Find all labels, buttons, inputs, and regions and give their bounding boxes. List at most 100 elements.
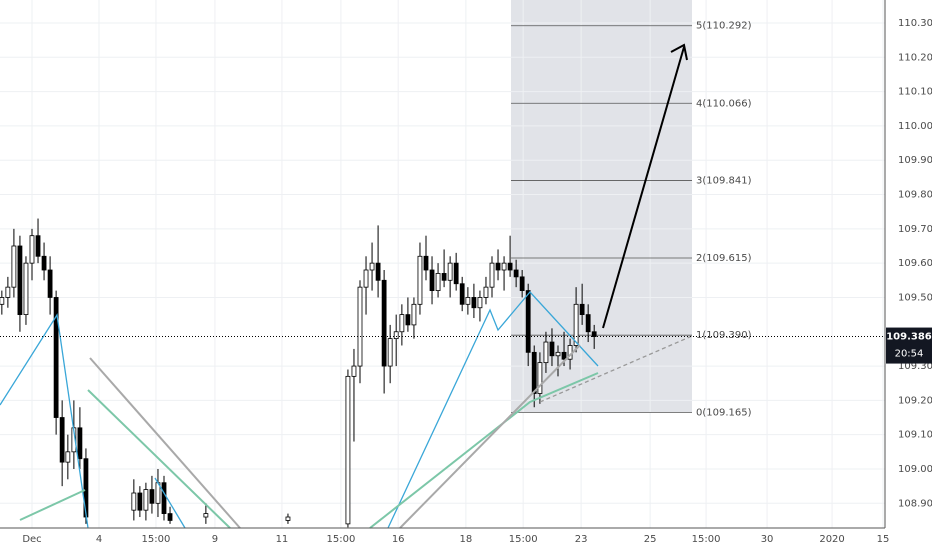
fib-label: 5(110.292): [696, 21, 752, 32]
candle-body: [23, 262, 29, 316]
fib-label: 4(110.066): [696, 98, 752, 109]
fib-box: [511, 0, 692, 412]
candle-body: [47, 269, 53, 298]
candle-body: [537, 362, 543, 394]
last-price-box: [886, 327, 932, 364]
candle-body: [429, 269, 435, 291]
candle-body: [423, 255, 429, 271]
x-tick-label: 15:00: [509, 534, 538, 545]
candle-body: [495, 262, 501, 271]
candle-body: [459, 283, 465, 305]
y-tick-label: 109.900: [898, 155, 932, 166]
candle-body: [29, 235, 35, 264]
candle-body: [381, 279, 387, 367]
candle-body: [519, 276, 525, 291]
trend-line: [399, 344, 581, 529]
candle-body: [357, 286, 363, 367]
y-tick-label: 109.800: [898, 190, 932, 201]
candle-body: [483, 286, 489, 298]
candle-body: [507, 262, 513, 271]
candle-body: [591, 331, 597, 337]
candle-body: [167, 513, 173, 521]
candle-body: [5, 286, 11, 298]
fib-levels: 5(110.292) 4(110.066) 3(109.841) 2(109.615)…: [511, 21, 752, 418]
x-tick-label: 15:00: [692, 534, 721, 545]
candle-body: [363, 269, 369, 288]
y-tick-label: 109.000: [898, 464, 932, 475]
candle-body: [77, 427, 83, 460]
trend-line: [154, 477, 186, 529]
y-tick-label: 110.000: [898, 121, 932, 132]
candle-body: [453, 262, 459, 285]
x-tick-label: 18: [460, 534, 473, 545]
y-tick-label: 109.300: [898, 361, 932, 372]
last-price: 109.386 20:54: [0, 327, 932, 364]
candle-body: [411, 303, 417, 326]
candle-body: [555, 351, 561, 357]
fib-label: 2(109.615): [696, 253, 752, 264]
candle-body: [399, 314, 405, 333]
candle-body: [513, 269, 519, 278]
x-tick-label: 2020: [819, 534, 844, 545]
candle-body: [477, 297, 483, 309]
candle-body: [35, 235, 41, 257]
y-tick-label: 110.100: [898, 87, 932, 98]
x-tick-label: 11: [276, 534, 289, 545]
trend-line: [387, 291, 599, 529]
candle-body: [345, 375, 351, 525]
x-tick-label: 23: [575, 534, 588, 545]
grid: [0, 0, 885, 528]
fib-label: 3(109.841): [696, 175, 752, 186]
candle-body: [489, 262, 495, 288]
y-tick-label: 109.600: [898, 258, 932, 269]
candles: [0, 218, 597, 528]
candle-body: [161, 482, 167, 514]
x-tick-label: 4: [96, 534, 102, 545]
y-tick-label: 109.100: [898, 430, 932, 441]
candle-body: [143, 489, 149, 511]
candle-body: [561, 351, 567, 360]
candle-body: [501, 262, 507, 271]
candle-body: [351, 365, 357, 377]
candle-body: [0, 297, 5, 305]
trend-line: [89, 357, 241, 529]
candle-body: [375, 262, 381, 281]
candle-body: [149, 489, 155, 504]
y-tick-label: 109.700: [898, 224, 932, 235]
candle-body: [447, 262, 453, 281]
candle-body: [59, 417, 65, 463]
fib-label: 1(109.390): [696, 330, 752, 341]
x-tick-label: 25: [644, 534, 657, 545]
candle-body: [369, 262, 375, 271]
candle-body: [405, 314, 411, 326]
candle-body: [387, 338, 393, 367]
axis-labels: 110.300 110.200 110.100 110.000 109.900 109.8…: [22, 18, 932, 545]
fib-label: 0(109.165): [696, 407, 752, 418]
y-tick-label: 110.200: [898, 52, 932, 63]
candle-body: [41, 255, 47, 271]
candle-body: [543, 341, 549, 364]
candle-body: [417, 255, 423, 305]
candle-body: [549, 341, 555, 357]
candle-body: [525, 290, 531, 353]
candle-body: [465, 297, 471, 305]
trend-line: [87, 389, 231, 529]
candle-body: [441, 273, 447, 281]
candle-body: [131, 492, 137, 511]
candle-body: [203, 513, 209, 518]
candle-body: [435, 273, 441, 291]
candle-body: [471, 297, 477, 309]
x-tick-label: 15: [877, 534, 890, 545]
candle-body: [585, 314, 591, 333]
arrow-head: [670, 43, 688, 61]
x-tick-label: 16: [392, 534, 405, 545]
x-tick-label: 9: [212, 534, 218, 545]
candle-body: [579, 303, 585, 316]
countdown: 20:54: [895, 349, 924, 360]
y-tick-label: 109.200: [898, 395, 932, 406]
x-tick-label: 30: [761, 534, 774, 545]
candle-body: [17, 245, 23, 316]
trend-line: [19, 489, 86, 521]
candle-body: [393, 331, 399, 340]
